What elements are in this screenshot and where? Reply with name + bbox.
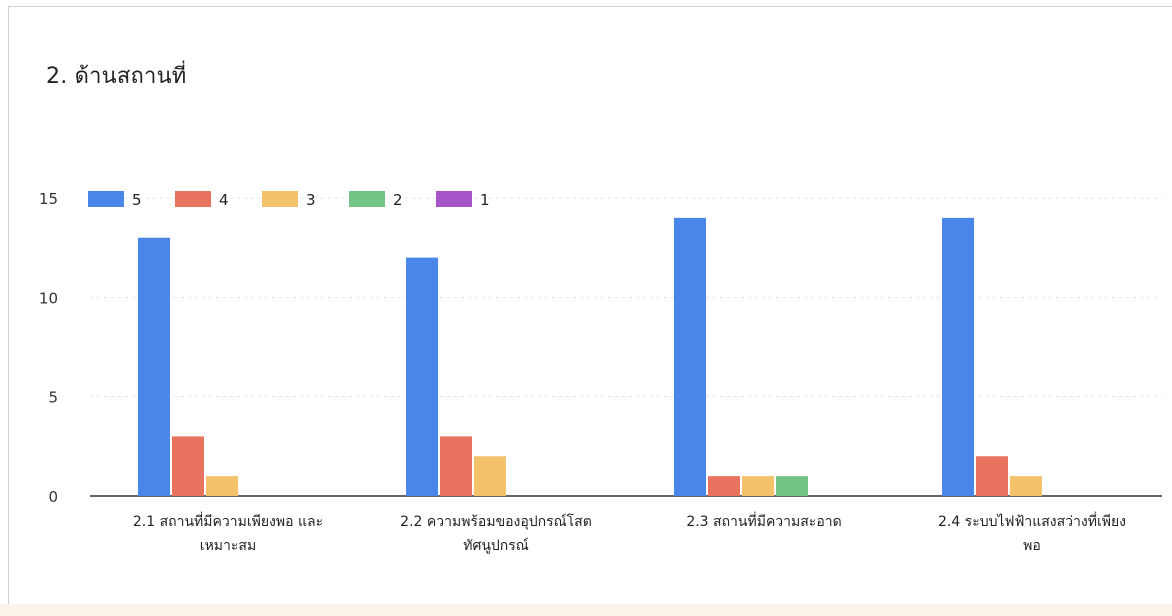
- category-label: ทัศนูปกรณ์: [463, 537, 529, 554]
- category-label: 2.2 ความพร้อมของอุปกรณ์โสต: [400, 513, 592, 530]
- bar-5-cat-4: [942, 217, 974, 496]
- bar-4-cat-4: [976, 456, 1008, 496]
- legend-label: 2: [393, 191, 403, 209]
- category-label: พอ: [1023, 538, 1041, 554]
- category-label: 2.3 สถานที่มีความสะอาด: [686, 512, 841, 530]
- bar-5-cat-2: [406, 257, 438, 496]
- bar-2-cat-3: [776, 476, 808, 496]
- legend-label: 4: [219, 191, 229, 209]
- y-tick-label: 15: [39, 190, 58, 208]
- legend-label: 1: [480, 191, 490, 209]
- legend-swatch-3: [262, 191, 298, 207]
- chart-card: [8, 6, 1172, 608]
- chart-title: 2. ด้านสถานที่: [46, 64, 187, 89]
- category-label: เหมาะสม: [200, 538, 256, 554]
- bar-4-cat-3: [708, 476, 740, 496]
- legend-swatch-1: [436, 191, 472, 207]
- legend-label: 3: [306, 191, 316, 209]
- bar-3-cat-2: [474, 456, 506, 496]
- category-label: 2.4 ระบบไฟฟ้าแสงสว่างที่เพียง: [938, 512, 1126, 530]
- legend-swatch-4: [175, 191, 211, 207]
- bar-4-cat-2: [440, 436, 472, 496]
- y-tick-label: 0: [48, 488, 58, 506]
- y-tick-label: 5: [48, 389, 58, 407]
- legend-swatch-2: [349, 191, 385, 207]
- y-tick-label: 10: [39, 289, 58, 307]
- bar-5-cat-3: [674, 217, 706, 496]
- category-label: 2.1 สถานที่มีความเพียงพอ และ: [133, 512, 323, 530]
- legend-label: 5: [132, 191, 142, 209]
- bar-3-cat-4: [1010, 476, 1042, 496]
- bottom-strip: [0, 604, 1172, 616]
- bar-3-cat-3: [742, 476, 774, 496]
- bar-5-cat-1: [138, 237, 170, 496]
- bar-4-cat-1: [172, 436, 204, 496]
- legend-swatch-5: [88, 191, 124, 207]
- bar-3-cat-1: [206, 476, 238, 496]
